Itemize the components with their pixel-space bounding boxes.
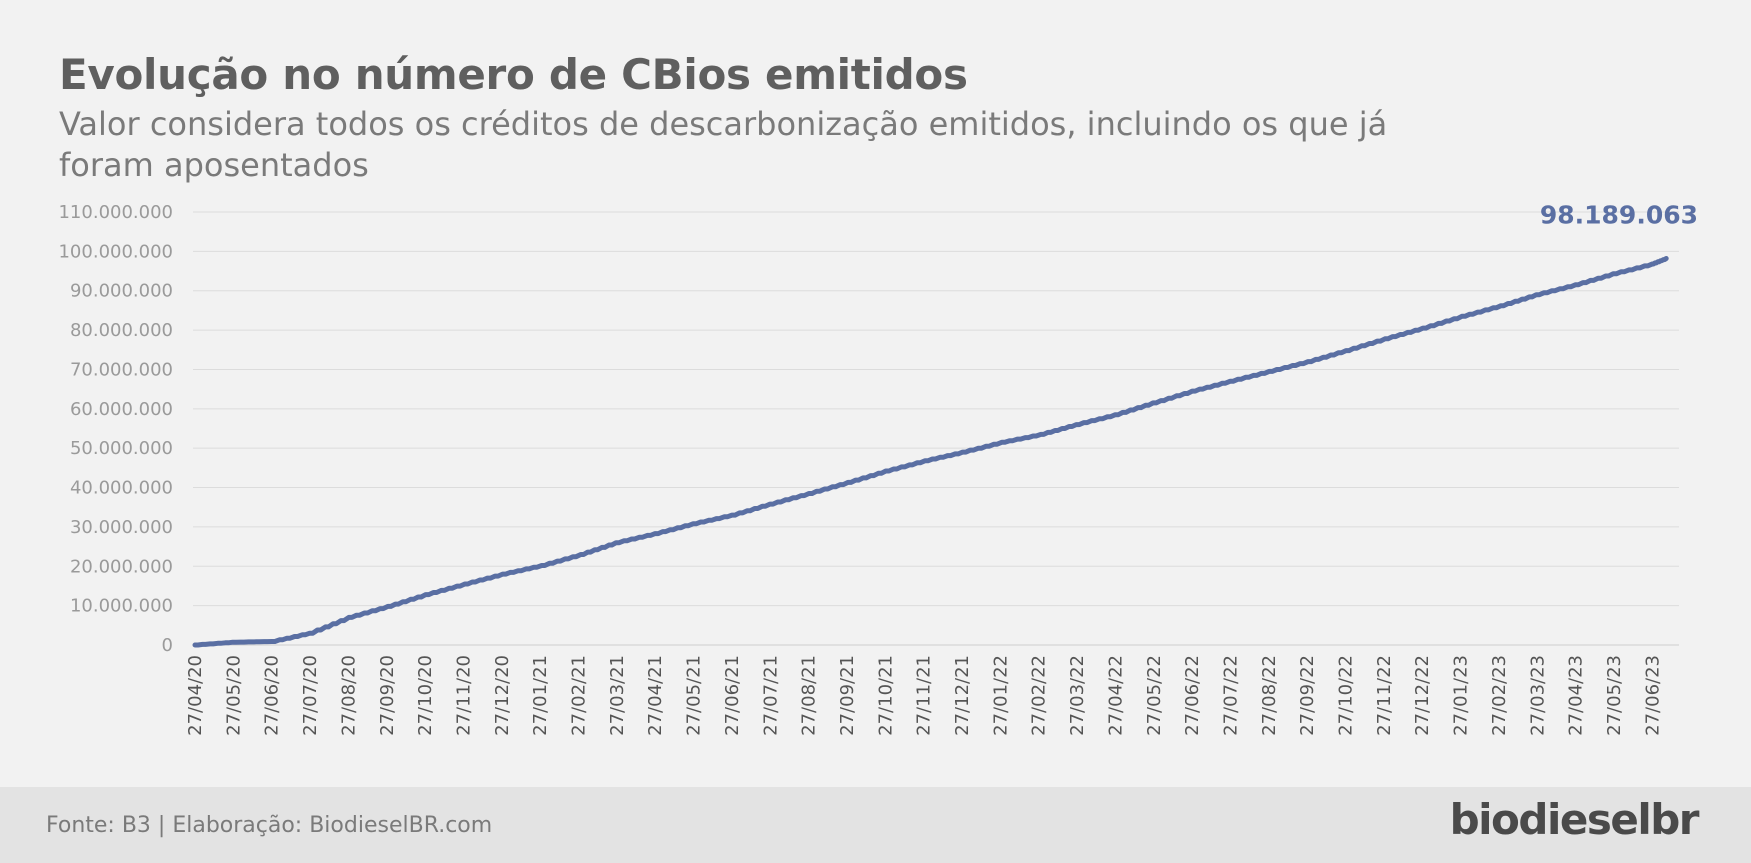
x-tick-label: 27/05/21 xyxy=(684,655,705,736)
x-tick-label: 27/05/23 xyxy=(1604,655,1625,736)
x-tick-label: 27/08/21 xyxy=(799,655,820,736)
y-tick-label: 0 xyxy=(162,635,173,656)
x-tick-label: 27/10/21 xyxy=(875,655,896,736)
y-tick-label: 70.000.000 xyxy=(70,359,173,380)
y-tick-label: 110.000.000 xyxy=(58,202,173,223)
y-tick-label: 100.000.000 xyxy=(58,241,173,262)
x-tick-label: 27/09/22 xyxy=(1297,655,1318,736)
x-tick-label: 27/10/20 xyxy=(415,655,436,736)
x-tick-label: 27/04/23 xyxy=(1566,655,1587,736)
chart-title: Evolução no número de CBios emitidos xyxy=(59,50,968,99)
x-tick-label: 27/05/20 xyxy=(223,655,244,736)
x-tick-label: 27/01/22 xyxy=(990,655,1011,736)
footer-bar: Fonte: B3 | Elaboração: BiodieselBR.com … xyxy=(0,787,1751,863)
y-tick-label: 50.000.000 xyxy=(70,438,173,459)
y-tick-label: 10.000.000 xyxy=(70,596,173,617)
x-tick-label: 27/01/23 xyxy=(1451,655,1472,736)
x-tick-label: 27/07/21 xyxy=(760,655,781,736)
x-tick-label: 27/02/23 xyxy=(1489,655,1510,736)
x-tick-label: 27/04/22 xyxy=(1105,655,1126,736)
x-tick-label: 27/02/21 xyxy=(569,655,590,736)
series-line-cbios xyxy=(192,256,1669,648)
chart-subtitle: Valor considera todos os créditos de des… xyxy=(59,105,1388,184)
cbios-line-chart: 0 10.000.000 20.000.000 30.000.000 40.000.00… xyxy=(58,200,1698,736)
x-tick-label: 27/02/22 xyxy=(1029,655,1050,736)
x-tick-label: 27/09/20 xyxy=(377,655,398,736)
y-tick-label: 30.000.000 xyxy=(70,517,173,538)
x-tick-label: 27/05/22 xyxy=(1144,655,1165,736)
x-tick-label: 27/06/22 xyxy=(1182,655,1203,736)
y-tick-label: 40.000.000 xyxy=(70,478,173,499)
y-tick-label: 60.000.000 xyxy=(70,399,173,420)
x-tick-label: 27/04/21 xyxy=(645,655,666,736)
y-tick-label: 20.000.000 xyxy=(70,556,173,577)
last-value-label: 98.189.063 xyxy=(1540,200,1698,229)
x-tick-label: 27/07/20 xyxy=(300,655,321,736)
x-tick-label: 27/12/22 xyxy=(1412,655,1433,736)
x-tick-label: 27/06/23 xyxy=(1642,655,1663,736)
x-tick-label: 27/03/21 xyxy=(607,655,628,736)
x-tick-label: 27/03/23 xyxy=(1527,655,1548,736)
x-tick-label: 27/03/22 xyxy=(1067,655,1088,736)
x-tick-label: 27/08/20 xyxy=(338,655,359,736)
x-tick-label: 27/07/22 xyxy=(1220,655,1241,736)
x-tick-label: 27/06/21 xyxy=(722,655,743,736)
y-tick-label: 80.000.000 xyxy=(70,320,173,341)
biodieselbr-logo: biodieselbr xyxy=(1449,795,1700,844)
x-tick-label: 27/11/22 xyxy=(1374,655,1395,736)
x-tick-label: 27/10/22 xyxy=(1336,655,1357,736)
y-tick-label: 90.000.000 xyxy=(70,281,173,302)
x-tick-label: 27/12/20 xyxy=(492,655,513,736)
x-tick-label: 27/01/21 xyxy=(530,655,551,736)
source-credit: Fonte: B3 | Elaboração: BiodieselBR.com xyxy=(46,813,493,838)
x-tick-label: 27/12/21 xyxy=(952,655,973,736)
x-tick-label: 27/08/22 xyxy=(1259,655,1280,736)
x-tick-label: 27/04/20 xyxy=(185,655,206,736)
x-tick-label: 27/06/20 xyxy=(262,655,283,736)
x-tick-label: 27/11/20 xyxy=(453,655,474,736)
x-tick-label: 27/09/21 xyxy=(837,655,858,736)
x-tick-label: 27/11/21 xyxy=(914,655,935,736)
